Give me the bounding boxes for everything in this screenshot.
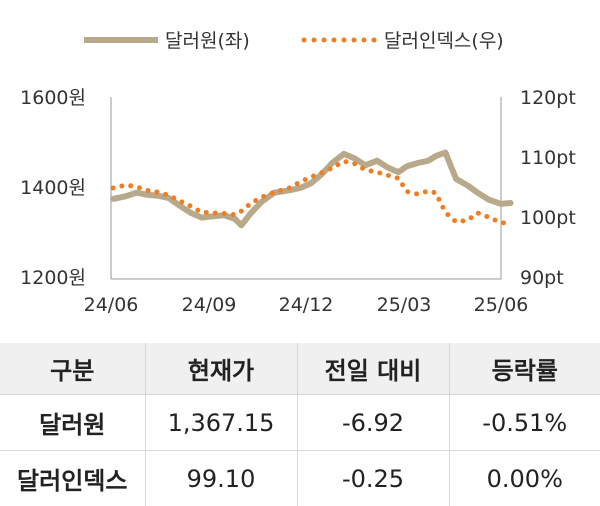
fx-summary-table: 구분 현재가 전일 대비 등락률 달러원 1,367.15 -6.92 -0.5… — [0, 343, 600, 506]
left-tick-1400: 1400원 — [20, 177, 86, 199]
right-tick-120: 120pt — [520, 87, 576, 109]
legend-label-dxy: 달러인덱스(우) — [384, 30, 504, 52]
header-category: 구분 — [0, 343, 145, 395]
cell-current-price: 1,367.15 — [145, 395, 297, 451]
x-tick-2412: 24/12 — [279, 294, 334, 316]
header-current-price: 현재가 — [145, 343, 297, 395]
series-line-usdkrw — [113, 153, 511, 226]
x-tick-2503: 25/03 — [377, 294, 432, 316]
table-row-dxy: 달러인덱스 99.10 -0.25 0.00% — [0, 451, 600, 506]
fx-line-chart: 달러원(좌) 달러인덱스(우) 1600원 1400원 1200원 120pt … — [0, 0, 600, 343]
x-tick-2409: 24/09 — [182, 294, 237, 316]
table-row-usdkrw: 달러원 1,367.15 -6.92 -0.51% — [0, 395, 600, 451]
left-tick-1600: 1600원 — [20, 87, 86, 109]
x-tick-2506: 25/06 — [474, 294, 529, 316]
cell-day-change: -6.92 — [297, 395, 449, 451]
cell-day-change: -0.25 — [297, 451, 449, 506]
cell-change-rate: 0.00% — [449, 451, 600, 506]
left-tick-1200: 1200원 — [20, 267, 86, 289]
header-change-rate: 등락률 — [449, 343, 600, 395]
x-tick-2406: 24/06 — [84, 294, 139, 316]
right-tick-90: 90pt — [520, 267, 564, 289]
cell-name: 달러인덱스 — [0, 451, 145, 506]
right-tick-100: 100pt — [520, 207, 576, 229]
table-header-row: 구분 현재가 전일 대비 등락률 — [0, 343, 600, 395]
cell-name: 달러원 — [0, 395, 145, 451]
header-day-change: 전일 대비 — [297, 343, 449, 395]
cell-current-price: 99.10 — [145, 451, 297, 506]
cell-change-rate: -0.51% — [449, 395, 600, 451]
right-tick-110: 110pt — [520, 147, 576, 169]
legend-label-usdkrw: 달러원(좌) — [165, 30, 250, 52]
